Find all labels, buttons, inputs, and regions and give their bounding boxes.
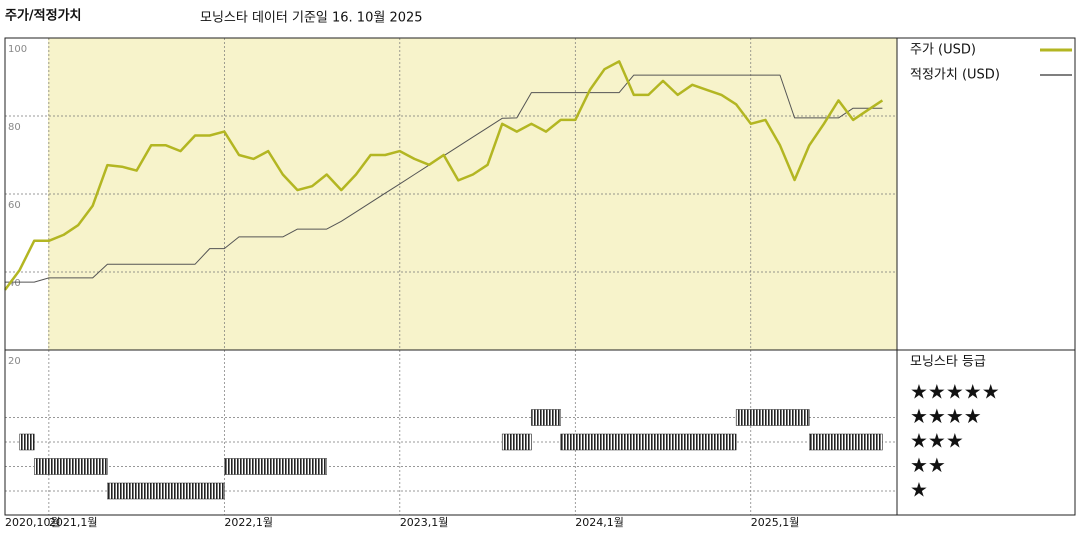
y-tick-label: 20 bbox=[8, 356, 21, 367]
x-tick-label: 2025,1월 bbox=[751, 516, 800, 529]
series-line bbox=[3, 60, 884, 291]
x-tick-label: 2022,1월 bbox=[224, 516, 273, 529]
rating-level-label: ★★★★★ bbox=[910, 380, 1000, 404]
x-tick-label: 2024,1월 bbox=[575, 516, 624, 529]
rating-bar bbox=[735, 409, 810, 426]
rating-bar bbox=[809, 433, 883, 451]
y-tick-label: 40 bbox=[8, 278, 21, 289]
chart-title: 주가/적정가치 bbox=[5, 8, 82, 24]
x-tick-label: 2020,10월 bbox=[5, 516, 61, 529]
rating-bar bbox=[224, 458, 327, 475]
legend-label: 주가 (USD) bbox=[910, 43, 976, 58]
x-tick-label: 2021,1월 bbox=[49, 516, 98, 529]
rating-level-label: ★ bbox=[910, 478, 928, 502]
ratings-title: 모닝스타 등급 bbox=[910, 355, 986, 370]
rating-bar bbox=[560, 433, 737, 451]
rating-level-label: ★★★★ bbox=[910, 404, 982, 428]
rating-bar bbox=[33, 458, 108, 475]
rating-bar bbox=[107, 482, 225, 500]
chart-subtitle: 모닝스타 데이터 기준일 16. 10월 2025 bbox=[200, 11, 423, 26]
rating-bar bbox=[531, 409, 561, 426]
x-tick-label: 2023,1월 bbox=[400, 516, 449, 529]
frame bbox=[4, 37, 1076, 516]
rating-bar bbox=[19, 433, 35, 451]
y-tick-label: 100 bbox=[8, 44, 27, 55]
rating-bar bbox=[501, 433, 532, 451]
y-tick-label: 60 bbox=[8, 200, 21, 211]
rating-level-label: ★★★ bbox=[910, 429, 964, 453]
legend-label: 적정가치 (USD) bbox=[910, 68, 1000, 83]
rating-level-label: ★★ bbox=[910, 453, 946, 477]
y-tick-label: 80 bbox=[8, 122, 21, 133]
